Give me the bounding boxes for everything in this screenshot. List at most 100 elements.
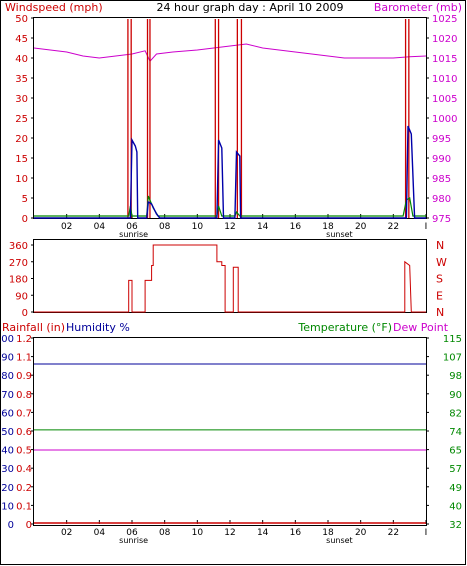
- temp-y-tick-label: 74: [449, 427, 462, 438]
- baro-y-tick-label: 1010: [432, 74, 457, 85]
- compass-label: S: [436, 273, 443, 286]
- windspeed-axis-title: Windspeed (mph): [5, 1, 103, 14]
- wind-x-tick-label: 14: [257, 222, 269, 232]
- baro-y-tick-label: 980: [432, 194, 451, 205]
- rain-y-tick-label: 0.6: [16, 427, 32, 438]
- temp-y-tick-label: 90: [449, 390, 462, 401]
- humidity-y-tick-label: 80: [1, 371, 14, 382]
- rainfall-axis-title: Rainfall (in): [2, 321, 65, 334]
- rain-x-tick-label: I: [425, 528, 428, 538]
- baro-y-tick-label: 1020: [432, 34, 457, 45]
- temp-y-tick-label: 57: [449, 464, 462, 475]
- rain-y-tick-label: 0.9: [16, 371, 32, 382]
- wind-direction-series: [34, 244, 426, 313]
- humidity-y-tick-label: 100: [0, 334, 14, 345]
- rain-y-tick-label: 0.4: [16, 464, 32, 475]
- wind-x-tick-label: 16: [290, 222, 302, 232]
- direction-y-tick-label: 180: [9, 275, 28, 286]
- rain-y-tick-label: 0.8: [16, 390, 32, 401]
- baro-y-tick-label: 975: [432, 214, 451, 225]
- direction-y-tick-label: 90: [15, 291, 28, 302]
- rain-sunset-label: sunset: [326, 536, 353, 545]
- wind-x-tick-label: 10: [192, 222, 204, 232]
- baro-y-tick-label: 995: [432, 134, 451, 145]
- wind-x-tick-label: 18: [322, 222, 334, 232]
- wind-y-tick-label: 25: [15, 114, 28, 125]
- wind-x-tick-label: 22: [388, 222, 399, 232]
- temp-y-tick-label: 98: [449, 371, 462, 382]
- temp-y-tick-label: 107: [443, 353, 462, 364]
- humidity-y-tick-label: 40: [1, 446, 14, 457]
- rain-y-tick-label: 0.7: [16, 408, 32, 419]
- rain-x-tick-label: 16: [290, 528, 302, 538]
- wind-x-tick-label: 02: [61, 222, 72, 232]
- baro-y-tick-label: 1005: [432, 94, 457, 105]
- humidity-y-tick-label: 20: [1, 483, 14, 494]
- wind-sunset-label: sunset: [326, 230, 353, 239]
- wind-y-tick-label: 45: [15, 34, 28, 45]
- temp-y-tick-label: 82: [449, 408, 462, 419]
- temp-y-tick-label: 115: [443, 334, 462, 345]
- wind-y-tick-label: 20: [15, 134, 28, 145]
- wind-x-tick-label: 20: [355, 222, 367, 232]
- barometer-axis-title: Barometer (mb): [374, 1, 462, 14]
- compass-label: N: [436, 306, 444, 319]
- rain-x-tick-label: 12: [224, 528, 235, 538]
- compass-label: N: [436, 239, 444, 252]
- temperature-axis-title: Temperature (°F): [297, 321, 392, 334]
- humidity-y-tick-label: 10: [1, 501, 14, 512]
- wind-y-tick-label: 5: [22, 194, 28, 205]
- rain-x-tick-label: 08: [159, 528, 171, 538]
- wind-x-tick-label: 04: [94, 222, 106, 232]
- wind-y-tick-label: 0: [22, 214, 28, 225]
- temp-y-tick-label: 65: [449, 446, 462, 457]
- rain-x-tick-label: 14: [257, 528, 269, 538]
- rain-x-tick-label: 10: [192, 528, 204, 538]
- direction-y-tick-label: 270: [9, 258, 28, 269]
- rain-x-tick-label: 22: [388, 528, 399, 538]
- rain-y-tick-label: 0.5: [16, 446, 32, 457]
- rain-sunrise-label: sunrise: [119, 536, 148, 545]
- temp-y-tick-label: 49: [449, 483, 462, 494]
- rain-x-tick-label: 20: [355, 528, 367, 538]
- wind-y-tick-label: 40: [15, 54, 28, 65]
- wind-sunrise-label: sunrise: [119, 230, 148, 239]
- humidity-y-tick-label: 0: [8, 520, 14, 531]
- rain-x-tick-label: 18: [322, 528, 334, 538]
- chart-title: 24 hour graph day : April 10 2009: [157, 1, 344, 14]
- baro-y-tick-label: 985: [432, 174, 451, 185]
- direction-y-tick-label: 360: [9, 241, 28, 252]
- rain-x-tick-label: 06: [126, 528, 138, 538]
- baro-y-tick-label: 990: [432, 154, 451, 165]
- wind-y-tick-label: 10: [15, 174, 28, 185]
- wind-average-series: [34, 125, 426, 219]
- wind-y-tick-label: 50: [15, 14, 28, 25]
- temp-y-tick-label: 32: [449, 520, 462, 531]
- humidity-axis-title: Humidity %: [66, 321, 130, 334]
- temp-y-tick-label: 40: [449, 501, 462, 512]
- rain-x-tick-label: 02: [61, 528, 72, 538]
- wind-x-tick-label: 08: [159, 222, 171, 232]
- wind-x-tick-label: I: [425, 222, 428, 232]
- wind-y-tick-label: 15: [15, 154, 28, 165]
- baro-y-tick-label: 1015: [432, 54, 457, 65]
- wind-x-tick-label: 12: [224, 222, 235, 232]
- baro-y-tick-label: 1025: [432, 14, 457, 25]
- rain-y-tick-label: 1.1: [16, 353, 32, 364]
- direction-y-tick-label: 0: [22, 308, 28, 319]
- compass-label: W: [436, 256, 447, 269]
- rain-y-tick-label: 0.1: [16, 501, 32, 512]
- baro-y-tick-label: 1000: [432, 114, 457, 125]
- dewpoint-axis-title: Dew Point: [393, 321, 449, 334]
- wind-x-tick-label: 06: [126, 222, 138, 232]
- humidity-y-tick-label: 30: [1, 464, 14, 475]
- humidity-y-tick-label: 50: [1, 427, 14, 438]
- rain-y-tick-label: 0: [26, 520, 32, 531]
- humidity-y-tick-label: 90: [1, 353, 14, 364]
- rain-x-tick-label: 04: [94, 528, 106, 538]
- rain-y-tick-label: 0.2: [16, 483, 32, 494]
- barometer-series: [33, 43, 427, 63]
